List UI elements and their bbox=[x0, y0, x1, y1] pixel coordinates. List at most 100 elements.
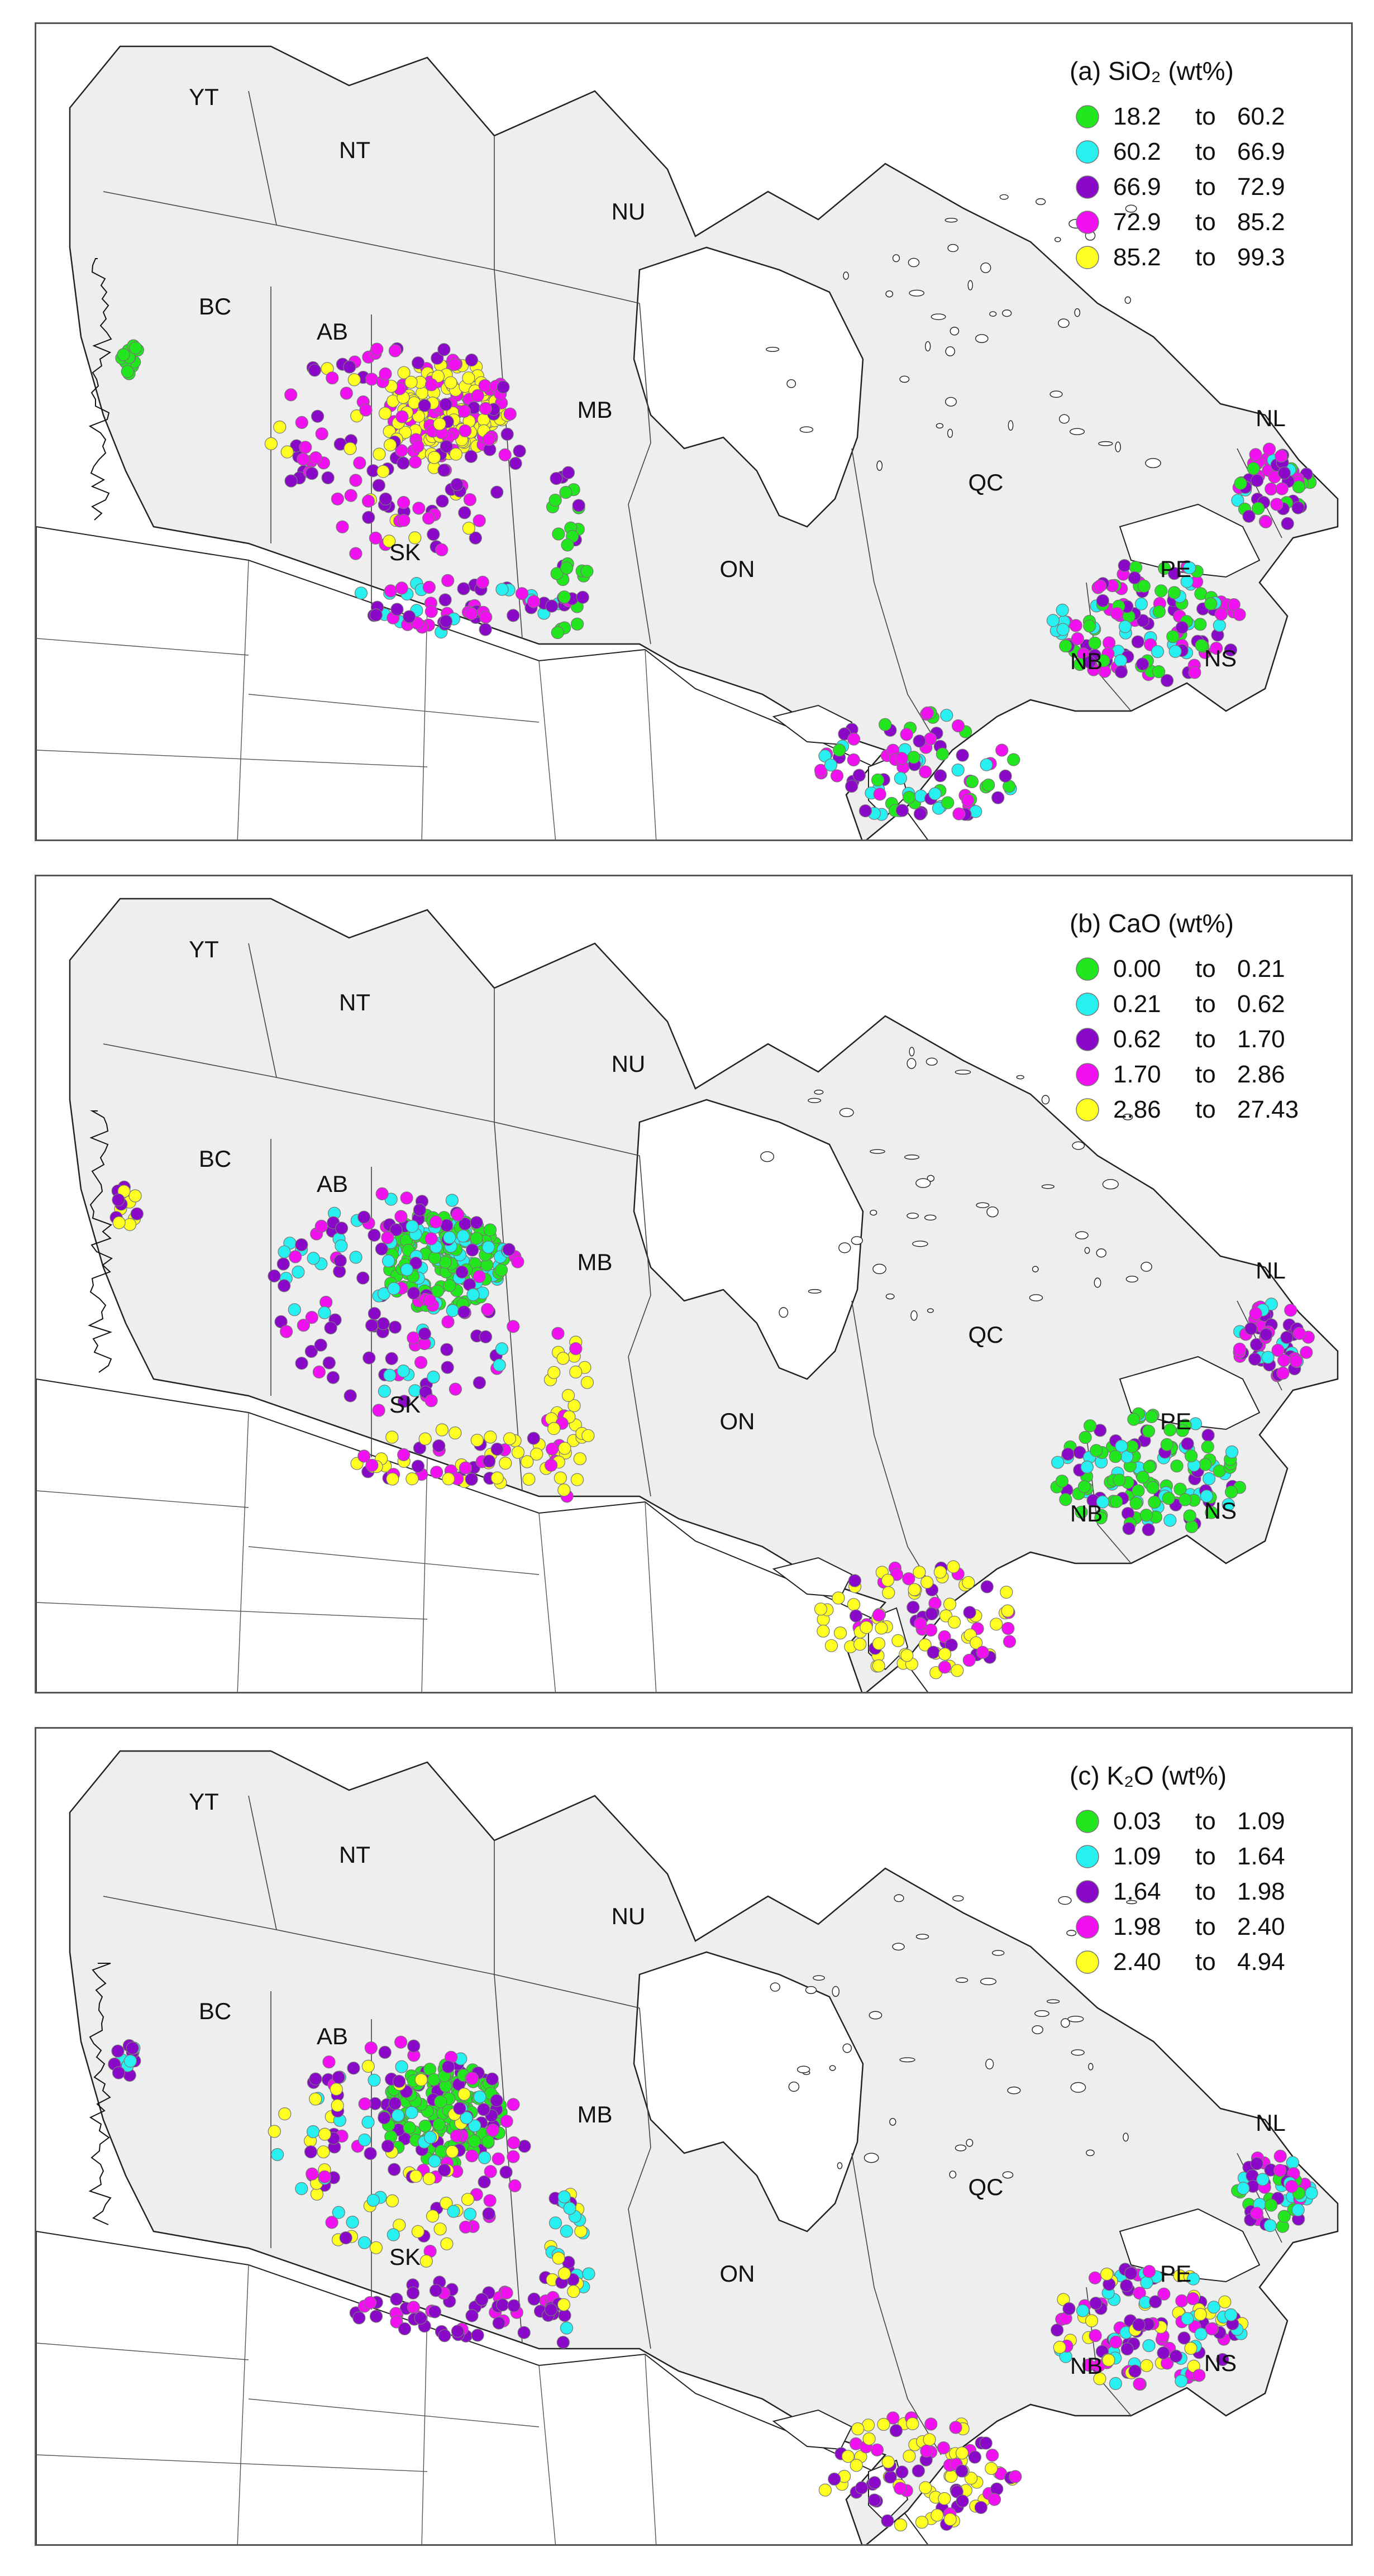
legend-swatch bbox=[1076, 175, 1099, 199]
province-label-ns: NS bbox=[1204, 2350, 1237, 2376]
sample-point bbox=[872, 1609, 886, 1622]
sample-point bbox=[394, 1210, 408, 1223]
sample-point bbox=[1051, 1456, 1065, 1469]
map-svg: YT NT NU BC AB SK MB ON QC NL PE NS NB (a) SiO₂ (wt%)… bbox=[36, 45, 1339, 839]
sample-point bbox=[422, 2172, 436, 2186]
sample-point bbox=[478, 2151, 492, 2164]
sample-point bbox=[423, 2131, 437, 2144]
sample-point bbox=[511, 1255, 524, 1268]
sample-point bbox=[858, 804, 872, 818]
sample-point bbox=[1281, 517, 1294, 531]
sample-point bbox=[848, 1574, 862, 1587]
sample-point bbox=[390, 603, 404, 616]
sample-point bbox=[450, 478, 464, 492]
sample-point bbox=[292, 1265, 305, 1279]
sample-point bbox=[552, 527, 565, 541]
sample-point bbox=[927, 1645, 940, 1659]
sample-point bbox=[580, 1376, 594, 1389]
sample-point bbox=[1173, 1482, 1187, 1496]
sample-point bbox=[1260, 1328, 1273, 1342]
sample-point bbox=[448, 357, 461, 371]
sample-point bbox=[309, 2072, 322, 2086]
sample-point bbox=[1183, 1509, 1196, 1523]
sample-point bbox=[112, 1193, 125, 1206]
sample-point bbox=[405, 2106, 418, 2119]
province-label-qc: QC bbox=[969, 2174, 1004, 2200]
sample-point bbox=[378, 2111, 391, 2125]
legend: (b) CaO (wt%) 0.00 to 0.21 0.21 to 0.62 0.62 to 1… bbox=[1070, 909, 1299, 1123]
sample-point bbox=[915, 2516, 929, 2529]
sample-point bbox=[1102, 636, 1116, 650]
sample-point bbox=[1205, 1506, 1218, 1519]
legend-max: 66.9 bbox=[1237, 138, 1285, 165]
sample-point bbox=[465, 607, 478, 621]
sample-point bbox=[397, 495, 411, 509]
sample-point bbox=[492, 2152, 505, 2165]
sample-point bbox=[405, 1219, 419, 1233]
sample-point bbox=[1248, 1352, 1262, 1366]
sample-point bbox=[933, 1566, 947, 1579]
sample-point bbox=[987, 2493, 1001, 2506]
province-label-nl: NL bbox=[1256, 1257, 1286, 1284]
sample-point bbox=[423, 1294, 436, 1307]
legend-to: to bbox=[1195, 1025, 1216, 1053]
sample-point bbox=[443, 1230, 456, 1244]
province-label-pe: PE bbox=[1160, 2260, 1191, 2287]
sample-point bbox=[368, 2073, 381, 2087]
sample-point bbox=[955, 2446, 969, 2460]
sample-point bbox=[895, 752, 908, 765]
sample-point bbox=[394, 2035, 408, 2049]
sample-point bbox=[1275, 449, 1288, 463]
sample-point bbox=[500, 427, 514, 441]
sample-point bbox=[304, 1344, 318, 1358]
sample-point bbox=[849, 1609, 863, 1623]
sample-point bbox=[1284, 1304, 1297, 1317]
sample-point bbox=[1129, 1496, 1143, 1510]
sample-point bbox=[406, 2286, 420, 2300]
sample-point bbox=[1177, 2331, 1191, 2345]
sample-point bbox=[1134, 597, 1148, 610]
sample-point bbox=[498, 448, 512, 462]
sample-point bbox=[1203, 1472, 1216, 1486]
sample-point bbox=[307, 1252, 320, 1265]
province-label-ns: NS bbox=[1204, 645, 1237, 671]
sample-point bbox=[894, 2518, 908, 2532]
sample-point bbox=[847, 732, 861, 746]
sample-point bbox=[818, 749, 832, 763]
legend-swatch bbox=[1076, 1845, 1099, 1868]
sample-point bbox=[310, 2187, 324, 2201]
sample-point bbox=[944, 1638, 958, 1652]
legend-min: 0.21 bbox=[1113, 990, 1161, 1018]
sample-point bbox=[437, 464, 451, 477]
sample-point bbox=[495, 1342, 509, 1356]
sample-point bbox=[339, 2231, 352, 2245]
sample-point bbox=[1109, 2335, 1123, 2349]
sample-point bbox=[1109, 2377, 1123, 2391]
sample-point bbox=[879, 718, 892, 731]
sample-point bbox=[297, 1319, 310, 1332]
sample-point bbox=[556, 1352, 570, 1365]
sample-point bbox=[465, 2309, 479, 2322]
province-label-on: ON bbox=[720, 2260, 755, 2287]
legend: (c) K₂O (wt%) 0.03 to 1.09 1.09 to 1.64 1.64 to 1… bbox=[1070, 1761, 1285, 1976]
province-label-sk: SK bbox=[389, 539, 421, 565]
sample-point bbox=[940, 709, 953, 722]
sample-point bbox=[1003, 1635, 1017, 1648]
sample-point bbox=[325, 2216, 338, 2229]
sample-point bbox=[497, 380, 510, 394]
sample-point bbox=[1166, 630, 1180, 643]
sample-point bbox=[344, 1389, 357, 1403]
sample-point bbox=[349, 474, 362, 487]
sample-point bbox=[397, 1364, 410, 1378]
sample-point bbox=[902, 1572, 915, 1586]
sample-point bbox=[560, 2321, 574, 2335]
sample-point bbox=[1009, 2470, 1022, 2483]
sample-point bbox=[908, 1583, 921, 1596]
sample-point bbox=[435, 1423, 449, 1437]
sample-point bbox=[408, 455, 422, 469]
sample-point bbox=[1183, 561, 1196, 575]
sample-point bbox=[1053, 2340, 1066, 2354]
legend-min: 18.2 bbox=[1113, 103, 1161, 130]
sample-point bbox=[437, 343, 451, 356]
sample-point bbox=[326, 371, 339, 385]
